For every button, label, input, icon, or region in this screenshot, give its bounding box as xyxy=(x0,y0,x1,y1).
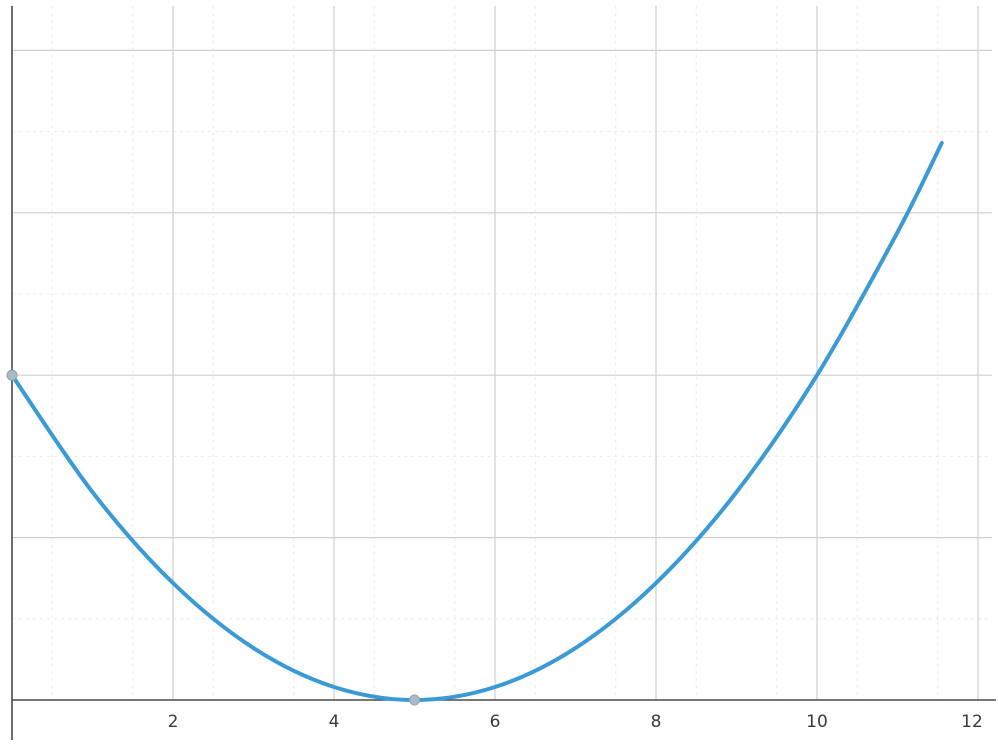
series-layer xyxy=(10,140,944,702)
minor-gridlines xyxy=(12,6,988,700)
data-point-0 xyxy=(6,369,18,381)
x-tick-label: 8 xyxy=(651,712,662,732)
x-tick-label: 6 xyxy=(490,712,501,732)
major-gridlines xyxy=(12,6,992,700)
x-tick-label: 12 xyxy=(961,712,983,732)
x-tick-label: 10 xyxy=(806,712,828,732)
series-line-0 xyxy=(10,140,944,702)
data-point-1 xyxy=(409,694,420,706)
axes xyxy=(11,6,996,740)
highlighted-points xyxy=(6,369,420,706)
x-tick-label: 2 xyxy=(168,712,179,732)
x-tick-label: 4 xyxy=(329,712,340,732)
x-tick-labels: 2 4 6 8 10 12 xyxy=(168,712,983,732)
